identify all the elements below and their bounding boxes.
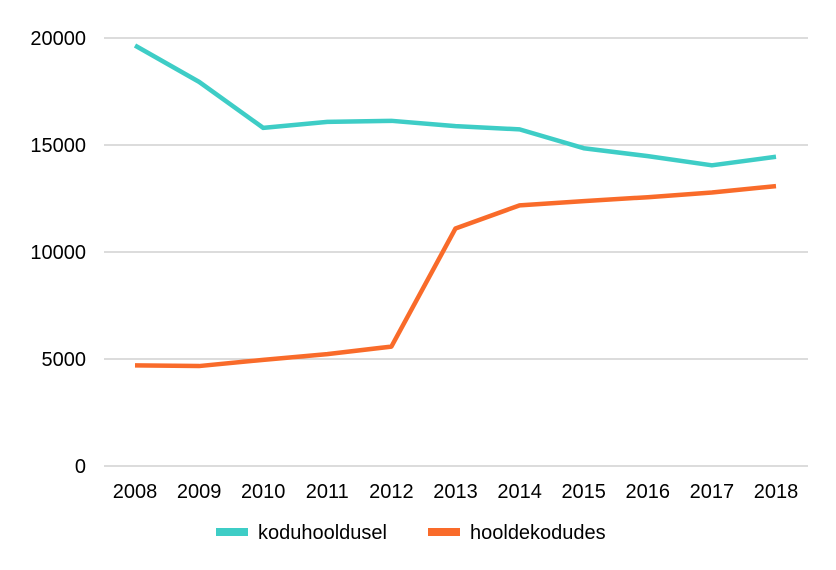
series-line-hooldekodudes <box>134 183 777 369</box>
y-tick-label: 0 <box>75 456 86 478</box>
x-tick-label: 2012 <box>369 481 414 503</box>
x-tick-label: 2015 <box>561 481 606 503</box>
x-tick-label: 2011 <box>306 481 349 503</box>
x-tick-label: 2008 <box>113 481 158 503</box>
legend-label-koduhooldusel: koduhooldusel <box>258 522 387 544</box>
y-tick-label: 5000 <box>42 349 87 371</box>
y-axis-ticks: 0 5000 10000 15000 20000 <box>30 28 86 478</box>
x-axis-ticks: 2008 2009 2010 2011 2012 2013 2014 2015 2016 2017… <box>113 481 799 503</box>
y-tick-label: 20000 <box>30 28 86 50</box>
x-tick-label: 2013 <box>433 481 478 503</box>
y-tick-label: 10000 <box>30 242 86 264</box>
legend-label-hooldekodudes: hooldekodudes <box>470 522 606 544</box>
legend: koduhooldusel hooldekodudes <box>216 522 606 544</box>
x-tick-label: 2017 <box>690 481 735 503</box>
x-tick-label: 2009 <box>177 481 222 503</box>
series-lines <box>133 43 777 369</box>
series-line-koduhooldusel <box>133 43 777 168</box>
legend-swatch-hooldekodudes <box>428 528 460 536</box>
x-tick-label: 2014 <box>497 481 542 503</box>
x-tick-label: 2010 <box>241 481 286 503</box>
x-tick-label: 2018 <box>754 481 799 503</box>
y-tick-label: 15000 <box>30 135 86 157</box>
legend-swatch-koduhooldusel <box>216 528 248 536</box>
gridlines <box>104 37 808 467</box>
x-tick-label: 2016 <box>626 481 671 503</box>
